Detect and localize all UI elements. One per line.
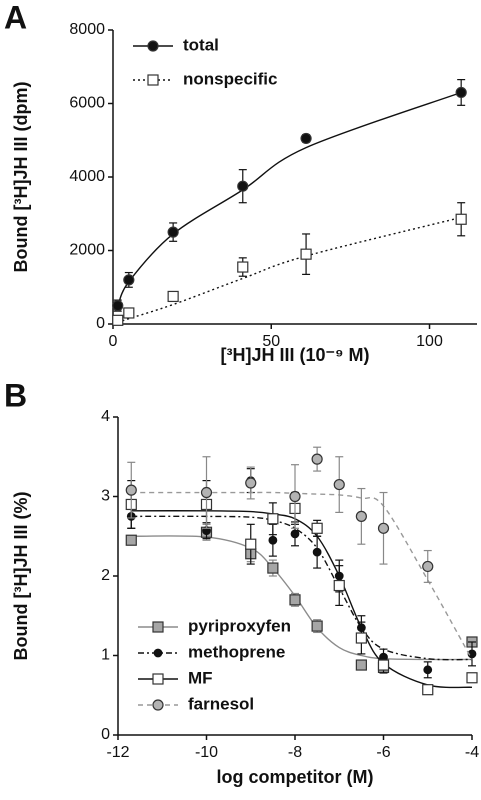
legend-entry: methoprene [138,642,285,661]
marker [147,40,159,52]
legend-entry: nonspecific [133,69,277,88]
legend-label: MF [188,668,213,687]
x-tick-label: -4 [465,744,479,761]
y-axis-title: Bound [³H]JH III (%) [11,492,31,661]
legend-label: methoprene [188,642,285,661]
marker [125,484,137,496]
marker [123,274,135,286]
marker [152,621,164,633]
marker [289,490,301,503]
x-tick-label: 100 [416,333,443,350]
marker [245,477,257,489]
y-tick-label: 0 [101,726,110,743]
fit-curve [117,216,462,324]
fit-curve [131,491,473,660]
marker [455,213,467,225]
marker [289,594,301,606]
marker [355,632,367,644]
fit-curve [131,535,473,661]
marker [311,620,323,632]
x-tick-label: -8 [288,744,302,761]
y-tick-label: 4 [101,408,110,425]
legend-label: nonspecific [183,69,277,88]
x-tick-label: -6 [376,744,390,761]
marker [311,453,323,465]
marker [377,522,390,534]
marker [422,560,434,573]
marker [333,478,345,491]
marker [333,579,345,592]
legend-entry: farnesol [138,694,254,713]
x-tick-label: -12 [106,744,129,761]
x-tick-label: 0 [109,333,118,350]
legend-label: total [183,35,219,54]
fit-curve [131,510,473,689]
marker [123,307,135,319]
marker [466,672,478,684]
marker [112,314,124,326]
marker [237,261,249,273]
marker [422,684,434,696]
marker [355,510,367,522]
marker [245,538,257,550]
y-tick-label: 2000 [69,242,105,259]
marker [167,290,179,303]
y-tick-label: 4000 [69,168,105,185]
y-tick-label: 1 [101,647,110,664]
x-tick-label: 50 [262,333,280,350]
marker [112,300,124,312]
y-tick-label: 2 [101,567,110,584]
legend-entry: total [133,35,219,54]
marker [167,226,179,238]
legend-entry: MF [138,668,213,687]
series [112,202,467,326]
marker [125,534,137,546]
marker [268,535,278,545]
series [125,446,473,660]
marker [355,659,367,671]
marker [290,529,300,539]
x-axis-title: log competitor (M) [217,767,374,787]
marker [200,486,213,499]
legend-entry: pyriproxyfen [138,616,291,635]
panel-label: B [4,377,27,413]
panel-label: A [4,0,27,35]
marker [300,248,312,260]
series [125,523,478,674]
y-tick-label: 6000 [69,95,105,112]
y-tick-label: 8000 [69,21,105,38]
fit-curve [131,515,473,661]
legend-label: pyriproxyfen [188,616,291,635]
series [112,79,467,312]
marker [267,562,279,574]
marker [455,86,467,99]
y-tick-label: 3 [101,488,110,505]
y-tick-label: 0 [96,315,105,332]
series [125,480,478,696]
y-axis-title: Bound [³H]JH III (dpm) [11,82,31,273]
marker [423,665,433,675]
marker [153,648,163,658]
marker [311,522,323,534]
marker [147,74,159,86]
marker [152,673,164,685]
marker [267,513,279,525]
marker [152,699,164,711]
marker [377,659,390,671]
x-tick-label: -10 [195,744,218,761]
legend-label: farnesol [188,694,254,713]
marker [237,180,249,192]
marker [312,547,322,557]
fit-curve [117,91,462,308]
marker [300,132,312,145]
x-axis-title: [³H]JH III (10⁻⁹ M) [220,345,369,365]
